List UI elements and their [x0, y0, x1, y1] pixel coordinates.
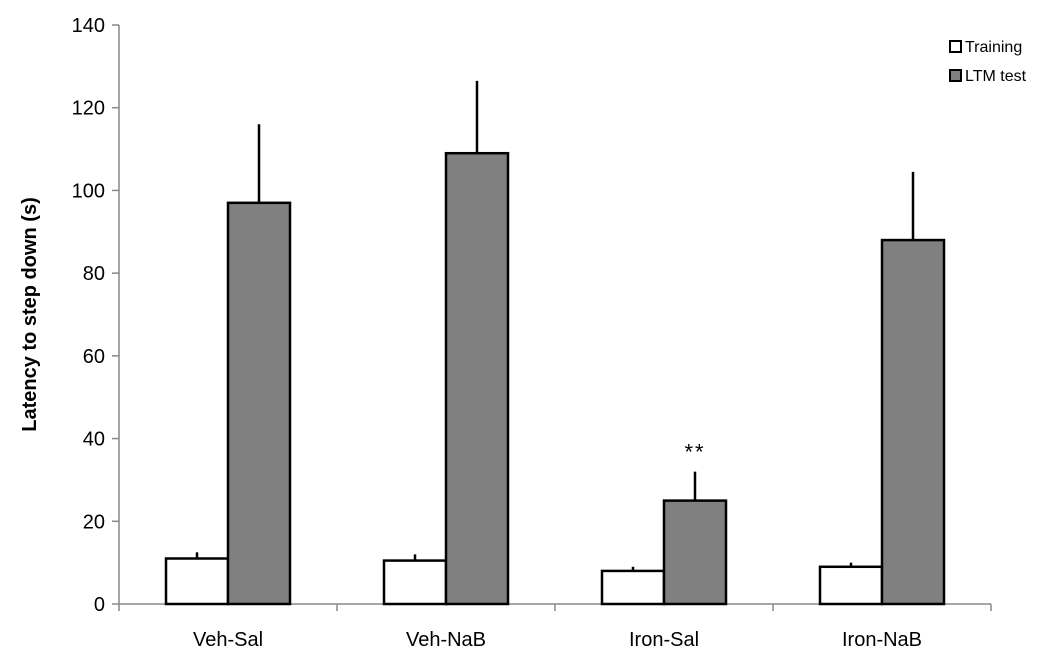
- bar-training: [818, 565, 884, 606]
- labels: Veh-Sal Veh-NaB Iron-Sal Iron-NaB ** Latency …: [19, 197, 922, 651]
- bar-training: [600, 569, 666, 606]
- bars: [164, 80, 946, 606]
- legend-label: LTM test: [965, 68, 1027, 85]
- bar-training: [164, 557, 230, 606]
- bar-training: [382, 559, 448, 606]
- y-tick-label: 40: [83, 429, 105, 451]
- significance-annotation: **: [684, 440, 705, 465]
- y-tick-label: 60: [83, 346, 105, 368]
- x-tick-label: Veh-Sal: [193, 629, 263, 651]
- legend-label: Training: [965, 39, 1022, 56]
- x-tick-label: Veh-NaB: [406, 629, 486, 651]
- y-tick-label: 80: [83, 263, 105, 285]
- y-tick-label: 0: [94, 594, 105, 616]
- bar-ltm-test: [444, 151, 510, 606]
- bar-ltm-test: [662, 499, 728, 606]
- x-tick-label: Iron-Sal: [629, 629, 699, 651]
- x-tick-label: Iron-NaB: [842, 629, 922, 651]
- y-tick-label: 100: [72, 180, 105, 202]
- y-tick-label: 120: [72, 98, 105, 120]
- axes: 0 20 40 60 80 100 120 140: [72, 15, 992, 616]
- legend: Training LTM test: [949, 39, 1027, 85]
- y-tick-label: 140: [72, 15, 105, 37]
- legend-swatch: [949, 40, 962, 53]
- y-tick-label: 20: [83, 511, 105, 533]
- bar-ltm-test: [880, 238, 946, 606]
- bar-ltm-test: [226, 201, 292, 606]
- y-axis-label: Latency to step down (s): [19, 197, 41, 431]
- legend-swatch: [949, 69, 962, 82]
